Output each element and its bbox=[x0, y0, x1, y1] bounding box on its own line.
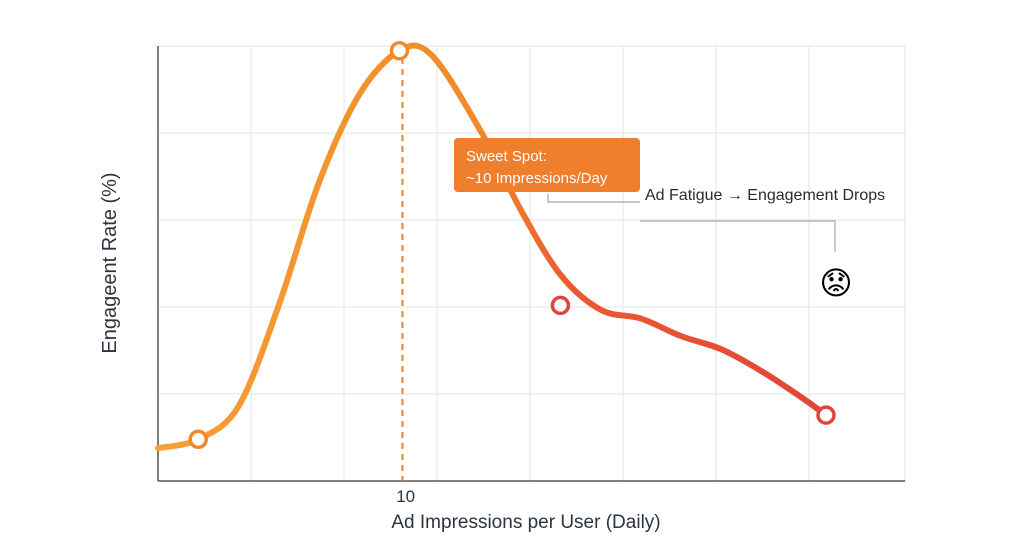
sweet-spot-label-line2: ~10 Impressions/Day bbox=[466, 170, 608, 187]
sweet-spot-label-line1: Sweet Spot: bbox=[466, 148, 547, 165]
grid bbox=[158, 45, 906, 481]
x-axis-label: Ad Impressions per User (Daily) bbox=[391, 512, 660, 533]
curve-marker bbox=[188, 429, 208, 450]
curve-markers bbox=[188, 41, 836, 450]
curve-marker bbox=[550, 295, 571, 316]
x-tick-labels: 10 bbox=[396, 487, 415, 506]
worried-face-icon: 😟 bbox=[819, 264, 852, 302]
ad-fatigue-label: Ad Fatigue → Engagement Drops bbox=[645, 187, 885, 204]
sweet-spot-callout: Sweet Spot: ~10 Impressions/Day bbox=[454, 138, 640, 192]
y-axis-label: Engageent Rate (%) bbox=[99, 172, 121, 353]
x-tick-label: 10 bbox=[396, 487, 415, 506]
curve-marker bbox=[816, 405, 836, 425]
engagement-curve bbox=[155, 42, 829, 452]
fatigue-leader-line bbox=[547, 194, 640, 203]
fatigue-emoji-leader-line bbox=[640, 220, 836, 252]
curve-marker bbox=[389, 41, 410, 61]
